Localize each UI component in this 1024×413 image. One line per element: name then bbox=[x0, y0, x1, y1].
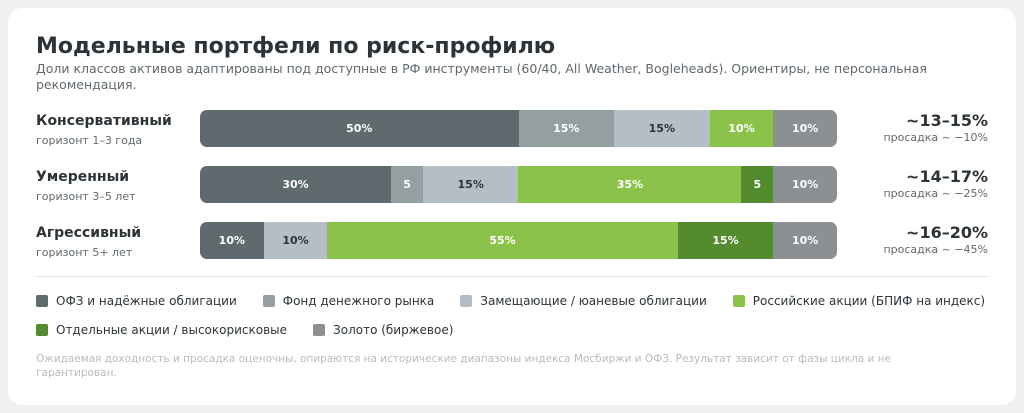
row-label: Агрессивный горизонт 5+ лет bbox=[36, 225, 141, 259]
bar-segment: 10% bbox=[773, 222, 837, 259]
segment-label: 35% bbox=[616, 178, 644, 191]
legend-label: ОФЗ и надёжные облигации bbox=[56, 294, 237, 308]
segment-label: 15% bbox=[553, 122, 580, 135]
profile-horizon: горизонт 5+ лет bbox=[36, 246, 133, 259]
segment-label: 15% bbox=[648, 122, 675, 135]
expected-return-block: ~14–17% просадка ~ −25% bbox=[883, 167, 988, 200]
segment-label: 10% bbox=[728, 122, 755, 135]
legend-item: ОФЗ и надёжные облигации bbox=[36, 294, 237, 308]
bar-segment: 50% bbox=[200, 110, 519, 147]
legend-swatch bbox=[460, 295, 473, 307]
segment-label: 10% bbox=[218, 234, 246, 247]
chart-card: Модельные портфели по риск-профилю Доли … bbox=[8, 8, 1016, 405]
drawdown: просадка ~ −45% bbox=[883, 243, 988, 256]
legend-item: Замещающие / юаневые облигации bbox=[460, 294, 707, 308]
bar-segment: 35% bbox=[518, 166, 742, 203]
bar-segment: 10% bbox=[709, 110, 774, 147]
profile-name: Агрессивный bbox=[36, 225, 142, 241]
legend: ОФЗ и надёжные облигации Фонд денежного р… bbox=[36, 294, 996, 337]
segment-label: 50% bbox=[346, 122, 373, 135]
bar-segment: 15% bbox=[677, 222, 774, 259]
legend-label: Российские акции (БПИФ на индекс) bbox=[752, 294, 986, 308]
expected-return-block: ~13–15% просадка ~ −10% bbox=[883, 111, 988, 144]
legend-item: Российские акции (БПИФ на индекс) bbox=[732, 294, 986, 308]
legend-swatch bbox=[36, 295, 48, 307]
segment-label: 10% bbox=[791, 178, 819, 191]
bar-segment: 5 bbox=[741, 166, 774, 203]
drawdown: просадка ~ −10% bbox=[883, 131, 988, 144]
legend-label: Фонд денежного рынка bbox=[282, 294, 435, 308]
row-label: Консервативный горизонт 1–3 года bbox=[36, 113, 172, 147]
profile-name: Умеренный bbox=[36, 169, 130, 185]
bar-segment: 30% bbox=[200, 166, 392, 203]
legend-swatch bbox=[262, 295, 275, 307]
expected-return: ~14–17% bbox=[906, 167, 988, 186]
legend-label: Замещающие / юаневые облигации bbox=[480, 294, 707, 308]
expected-return: ~13–15% bbox=[906, 111, 988, 130]
profile-horizon: горизонт 3–5 лет bbox=[36, 190, 136, 203]
bar-segment: 10% bbox=[263, 222, 328, 259]
bar-segment: 55% bbox=[327, 222, 678, 259]
segment-label: 15% bbox=[457, 178, 484, 191]
bar-segment: 10% bbox=[773, 166, 837, 203]
segment-label: 10% bbox=[791, 122, 819, 135]
bar-segment: 10% bbox=[200, 222, 264, 259]
legend-swatch bbox=[36, 324, 48, 336]
segment-label: 5 bbox=[753, 178, 762, 191]
legend-swatch bbox=[732, 295, 745, 307]
segment-label: 10% bbox=[282, 234, 309, 247]
segment-label: 55% bbox=[489, 234, 516, 247]
bar-segment: 5 bbox=[391, 166, 423, 203]
segment-label: 10% bbox=[791, 234, 819, 247]
expected-return: ~16–20% bbox=[906, 223, 988, 242]
stacked-bar: 50% 15% 15% 10% 10% bbox=[200, 110, 837, 147]
bar-segment: 10% bbox=[773, 110, 837, 147]
bar-segment: 15% bbox=[614, 110, 710, 147]
legend-item: Золото (биржевое) bbox=[313, 323, 453, 337]
bar-segment: 15% bbox=[422, 166, 519, 203]
chart-subtitle: Доли классов активов адаптированы под до… bbox=[36, 61, 927, 92]
expected-return-block: ~16–20% просадка ~ −45% bbox=[883, 223, 988, 256]
row-label: Умеренный горизонт 3–5 лет bbox=[36, 169, 136, 203]
legend-item: Фонд денежного рынка bbox=[262, 294, 435, 308]
drawdown: просадка ~ −25% bbox=[883, 187, 988, 200]
profile-horizon: горизонт 1–3 года bbox=[36, 134, 143, 147]
stacked-bar: 10% 10% 55% 15% 10% bbox=[200, 222, 837, 259]
legend-label: Отдельные акции / высокорисковые bbox=[56, 323, 288, 337]
profile-name: Консервативный bbox=[36, 113, 172, 129]
segment-label: 15% bbox=[712, 234, 739, 247]
segment-label: 5 bbox=[403, 178, 411, 191]
divider bbox=[36, 276, 988, 277]
segment-label: 30% bbox=[282, 178, 309, 191]
legend-swatch bbox=[313, 324, 326, 336]
footnote: Ожидаемая доходность и просадка оценочны… bbox=[36, 353, 891, 379]
stacked-bar: 30% 5 15% 35% 5 10% bbox=[200, 166, 837, 203]
chart-title: Модельные портфели по риск-профилю bbox=[36, 34, 556, 59]
legend-item: Отдельные акции / высокорисковые bbox=[36, 323, 287, 337]
legend-label: Золото (биржевое) bbox=[333, 323, 454, 337]
bar-segment: 15% bbox=[518, 110, 615, 147]
